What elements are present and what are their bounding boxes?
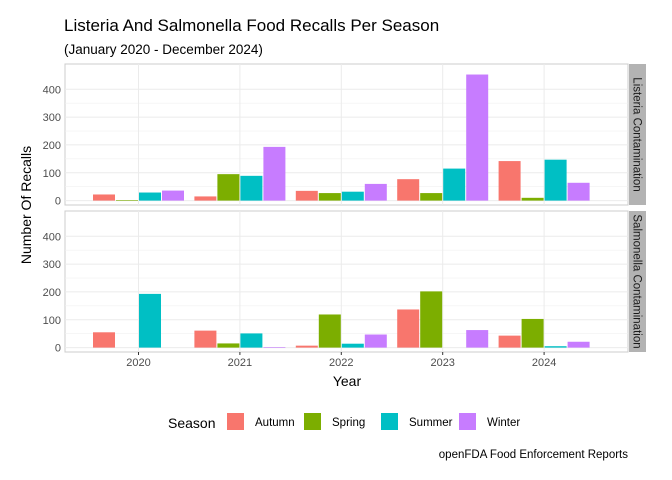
- x-tick-label: 2020: [126, 357, 150, 369]
- legend-key-spring: [304, 413, 321, 430]
- bar-winter-2023: [466, 74, 489, 201]
- bar-summer-2022: [341, 191, 364, 201]
- bar-spring-2024: [521, 318, 544, 348]
- bar-spring-2022: [318, 314, 341, 348]
- bar-spring-2022: [318, 193, 341, 201]
- facet-strip-label: Listeria Contamination: [631, 77, 643, 191]
- y-tick-label: 400: [43, 231, 61, 243]
- bar-autumn-2020: [93, 194, 115, 201]
- x-tick-label: 2023: [430, 357, 454, 369]
- bar-winter-2021: [263, 347, 286, 348]
- bar-summer-2021: [240, 175, 263, 201]
- bar-autumn-2023: [397, 179, 420, 201]
- x-tick-label: 2022: [329, 357, 353, 369]
- legend: Season Autumn Spring Summer Winter: [168, 413, 520, 431]
- y-tick-label: 0: [55, 196, 61, 208]
- y-tick-label: 100: [43, 168, 61, 180]
- facet-panels: 0 100 200 300 400 Listeria Contamination 0 100 2…: [43, 63, 646, 369]
- facet-strip: [629, 211, 646, 352]
- bar-spring-2023: [420, 291, 443, 348]
- bar-spring-2021: [217, 174, 240, 201]
- bar-autumn-2020: [93, 332, 115, 348]
- bar-autumn-2021: [194, 330, 217, 348]
- bar-summer-2020: [139, 192, 161, 201]
- chart-caption: openFDA Food Enforcement Reports: [439, 449, 628, 461]
- bar-winter-2022: [364, 334, 387, 348]
- legend-title: Season: [168, 415, 215, 431]
- chart-title: Listeria And Salmonella Food Recalls Per…: [64, 16, 439, 35]
- bar-spring-2020: [116, 200, 138, 201]
- y-axis-title: Number Of Recalls: [18, 146, 34, 264]
- bar-spring-2023: [420, 193, 443, 201]
- bar-winter-2023: [466, 330, 489, 348]
- x-tick-label: 2021: [228, 357, 252, 369]
- bar-spring-2024: [521, 197, 544, 201]
- legend-label-autumn: Autumn: [255, 417, 295, 429]
- bar-winter-2024: [567, 341, 590, 348]
- legend-key-summer: [381, 413, 398, 430]
- bar-winter-2021: [263, 146, 286, 201]
- bar-autumn-2021: [194, 196, 217, 201]
- y-tick-label: 100: [43, 315, 61, 327]
- y-tick-label: 300: [43, 259, 61, 271]
- facet-strip-label: Salmonella Contamination: [631, 214, 643, 348]
- bar-summer-2023: [443, 168, 466, 201]
- legend-key-autumn: [227, 413, 244, 430]
- bar-autumn-2022: [295, 190, 318, 201]
- legend-key-winter: [459, 413, 476, 430]
- bar-summer-2024: [544, 346, 567, 348]
- bar-autumn-2024: [498, 335, 521, 348]
- bar-summer-2020: [139, 293, 161, 348]
- panel-0: 0 100 200 300 400 Listeria Contamination: [43, 63, 646, 208]
- chart-subtitle: (January 2020 - December 2024): [64, 42, 263, 57]
- panel-1: 0 100 200 300 400 Salmonella Contamination 202…: [43, 210, 646, 369]
- bar-autumn-2023: [397, 309, 420, 348]
- bar-autumn-2022: [295, 345, 318, 348]
- y-tick-label: 400: [43, 84, 61, 96]
- bar-spring-2021: [217, 343, 240, 348]
- x-tick-label: 2024: [532, 357, 556, 369]
- bar-winter-2024: [567, 182, 590, 201]
- legend-label-summer: Summer: [409, 417, 453, 429]
- y-tick-label: 0: [55, 343, 61, 355]
- y-tick-label: 200: [43, 140, 61, 152]
- x-axis-title: Year: [333, 373, 362, 389]
- panel-background: [64, 63, 629, 206]
- y-tick-label: 300: [43, 112, 61, 124]
- y-tick-label: 200: [43, 287, 61, 299]
- bar-summer-2024: [544, 159, 567, 201]
- bar-autumn-2024: [498, 161, 521, 201]
- bar-summer-2021: [240, 333, 263, 348]
- bar-winter-2022: [364, 183, 387, 201]
- legend-label-winter: Winter: [487, 417, 520, 429]
- facet-strip: [629, 64, 646, 205]
- bar-summer-2022: [341, 343, 364, 348]
- legend-label-spring: Spring: [332, 417, 365, 429]
- bar-winter-2020: [162, 190, 184, 201]
